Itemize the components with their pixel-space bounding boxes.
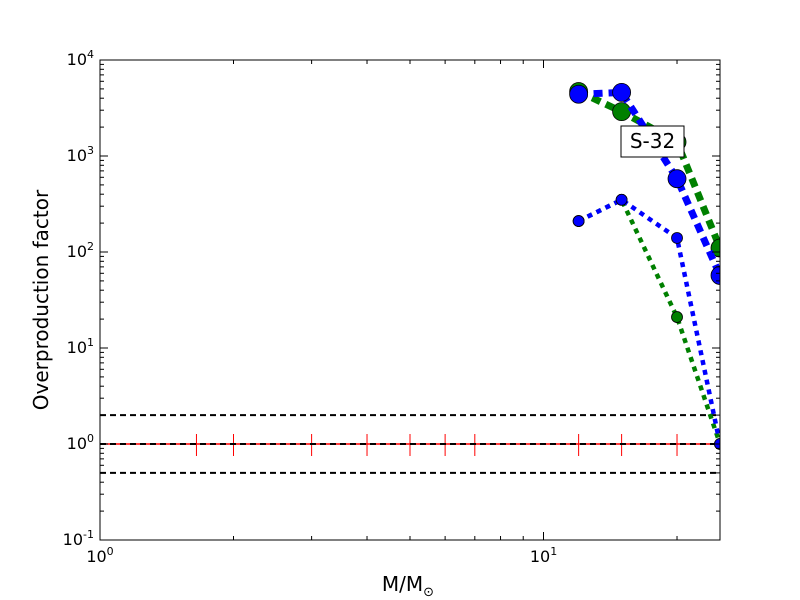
y-tick-label-1: 100 <box>67 432 94 453</box>
x-axis: 100 101 <box>86 60 678 566</box>
series-3-point-0 <box>572 215 585 227</box>
series-3-point-2 <box>671 232 683 244</box>
series-3-point-1 <box>615 193 628 206</box>
series-1-point-1 <box>612 82 632 102</box>
y-tick-label-5: 104 <box>67 48 94 69</box>
annotation-box: S-32 <box>620 125 685 158</box>
x-tick-label-0: 100 <box>86 545 113 566</box>
series-2-point-2 <box>671 311 683 323</box>
y-axis-label: Overproduction factor <box>29 189 53 410</box>
annotation-frame <box>620 125 685 158</box>
y-tick-label-2: 101 <box>67 336 94 357</box>
series-0-point-1 <box>612 102 632 122</box>
series-1-point-3 <box>710 266 720 285</box>
series-line-3 <box>577 197 720 445</box>
y-tick-label-0: 10-1 <box>63 528 94 549</box>
y-axis: 10-1 100 101 102 103 104 <box>63 48 720 549</box>
x-axis-label: M/M⊙ <box>382 572 434 600</box>
series-1-point-0 <box>569 84 589 104</box>
x-tick-label-1: 101 <box>530 545 557 566</box>
y-tick-label-3: 102 <box>67 240 94 261</box>
annotation-label: S-32 <box>630 129 675 153</box>
series-1-point-2 <box>667 169 687 189</box>
y-tick-label-4: 103 <box>67 144 94 165</box>
